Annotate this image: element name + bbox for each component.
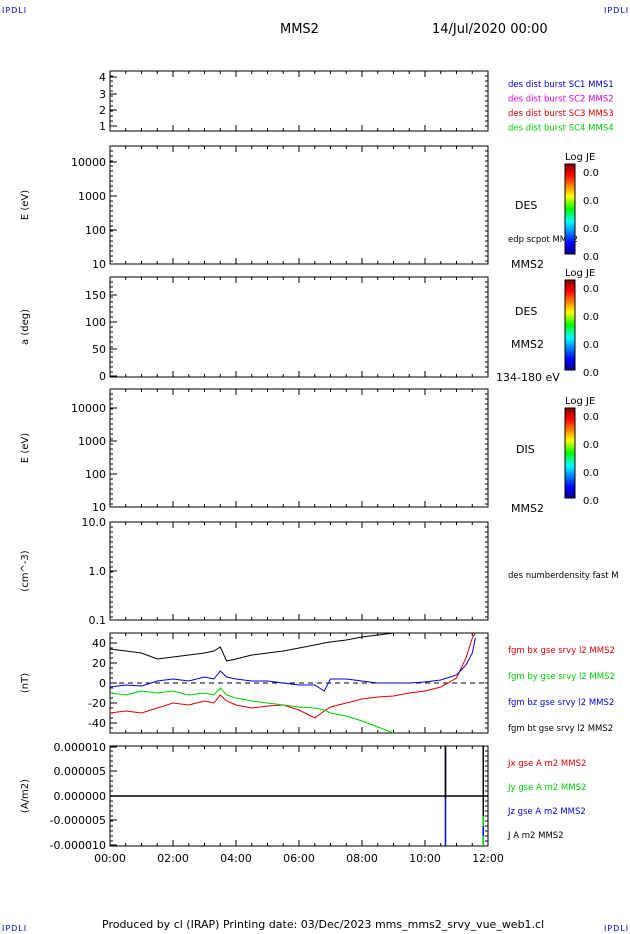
colorbar <box>564 163 576 255</box>
colorbar-title: Log JE <box>565 152 595 163</box>
series-line-fgm-3 <box>109 632 394 662</box>
y-tick-label: 10 <box>92 501 106 514</box>
y-tick-label: 10.0 <box>82 516 107 529</box>
x-tick-label: 06:00 <box>283 852 315 865</box>
y-tick-label: 1.0 <box>89 565 107 578</box>
y-axis-label: (A/m2) <box>20 779 31 813</box>
legend-entry: des dist burst SC3 MMS3 <box>508 109 614 119</box>
x-tick-label: 08:00 <box>346 852 378 865</box>
y-tick-label: 100 <box>85 316 106 329</box>
x-tick-label: 10:00 <box>409 852 441 865</box>
x-tick-label: 12:00 <box>472 852 504 865</box>
legend-entry: fgm bx gse srvy l2 MMS2 <box>508 646 615 656</box>
side-label: edp scpot MMS2 <box>508 235 578 245</box>
y-tick-label: -0.000010 <box>50 839 106 852</box>
y-tick-label: -20 <box>88 697 106 710</box>
y-tick-label: 1 <box>99 120 106 133</box>
y-tick-label: 0.000010 <box>54 741 107 754</box>
colorbar-tick-label: 0.0 <box>583 252 599 263</box>
y-axis-label: (nT) <box>20 673 31 693</box>
y-tick-label: 0.1 <box>89 614 107 627</box>
legend-entry: Jz gse A m2 MMS2 <box>507 807 586 817</box>
colorbar-tick-label: 0.0 <box>583 412 599 423</box>
colorbar <box>564 279 576 371</box>
legend-entry: Jx gse A m2 MMS2 <box>507 759 586 769</box>
y-tick-label: 10000 <box>71 402 106 415</box>
legend-entry: des numberdensity fast M <box>508 571 619 581</box>
side-label: MMS2 <box>511 338 544 351</box>
legend-entry: J A m2 MMS2 <box>507 831 564 841</box>
y-tick-label: 100 <box>85 224 106 237</box>
y-tick-label: -0.000005 <box>50 814 106 827</box>
y-tick-label: -40 <box>88 717 106 730</box>
series-line-fgm-2 <box>109 637 476 692</box>
panel-frame-density <box>109 521 489 621</box>
y-tick-label: 50 <box>92 343 106 356</box>
y-tick-label: 100 <box>85 468 106 481</box>
footer-text: Produced by cl (IRAP) Printing date: 03/… <box>102 918 545 931</box>
colorbar-tick-label: 0.0 <box>583 340 599 351</box>
y-tick-label: 1000 <box>78 435 106 448</box>
y-tick-label: 40 <box>92 637 106 650</box>
legend-entry: fgm bt gse srvy l2 MMS2 <box>508 724 613 734</box>
y-tick-label: 0 <box>99 370 106 383</box>
colorbar-title: Log JE <box>565 268 595 279</box>
y-axis-label: E (eV) <box>20 433 31 463</box>
corner-logo-tl: IPDLI <box>2 6 28 15</box>
colorbar-tick-label: 0.0 <box>583 224 599 235</box>
colorbar-tick-label: 0.0 <box>583 468 599 479</box>
side-label: DES <box>515 199 537 212</box>
y-axis-label: a (deg) <box>20 309 31 345</box>
panel-frame-dis_energy <box>109 388 489 508</box>
corner-logo-br: IPDLI <box>604 924 630 933</box>
colorbar-title: Log JE <box>565 396 595 407</box>
side-label: DIS <box>516 443 535 456</box>
colorbar-tick-label: 0.0 <box>583 312 599 323</box>
y-tick-label: 3 <box>99 88 106 101</box>
y-tick-label: 2 <box>99 104 106 117</box>
colorbar-tick-label: 0.0 <box>583 368 599 379</box>
y-tick-label: 4 <box>99 71 106 84</box>
side-label: 134-180 eV <box>496 371 560 384</box>
colorbar-tick-label: 0.0 <box>583 284 599 295</box>
y-tick-label: 150 <box>85 289 106 302</box>
x-tick-label: 02:00 <box>157 852 189 865</box>
side-label: MMS2 <box>511 502 544 515</box>
colorbar-tick-label: 0.0 <box>583 196 599 207</box>
colorbar-tick-label: 0.0 <box>583 440 599 451</box>
x-tick-label: 00:00 <box>94 852 126 865</box>
y-tick-label: 1000 <box>78 190 106 203</box>
legend-entry: des dist burst SC2 MMS2 <box>508 95 614 105</box>
y-tick-label: 20 <box>92 657 106 670</box>
panel-frame-des_pitch <box>109 276 489 378</box>
datetime-title: 14/Jul/2020 00:00 <box>432 22 548 37</box>
legend-entry: des dist burst SC4 MMS4 <box>508 124 614 134</box>
colorbar-tick-label: 0.0 <box>583 168 599 179</box>
x-tick-label: 04:00 <box>220 852 252 865</box>
spacecraft-title: MMS2 <box>280 22 319 37</box>
colorbar <box>564 407 576 499</box>
legend-entry: Jy gse A m2 MMS2 <box>507 783 586 793</box>
series-line-fgm-1 <box>109 687 394 734</box>
y-tick-label: 10000 <box>71 156 106 169</box>
colorbar-tick-label: 0.0 <box>583 496 599 507</box>
side-label: DES <box>515 305 537 318</box>
corner-logo-bl: IPDLI <box>2 924 28 933</box>
y-tick-label: 10 <box>92 258 106 271</box>
series-line-fgm-0 <box>109 632 476 719</box>
y-tick-label: 0 <box>99 677 106 690</box>
y-tick-label: 0.000005 <box>54 765 107 778</box>
y-tick-label: 0.000000 <box>54 790 107 803</box>
panel-frame-des_energy <box>109 145 489 265</box>
legend-entry: fgm bz gse srvy l2 MMS2 <box>508 698 614 708</box>
corner-logo-tr: IPDLI <box>604 6 630 15</box>
side-label: MMS2 <box>511 258 544 271</box>
y-axis-label: E (eV) <box>20 190 31 220</box>
panel-frame-burst <box>109 70 489 132</box>
legend-entry: des dist burst SC1 MMS1 <box>508 80 614 90</box>
legend-entry: fgm by gse srvy l2 MMS2 <box>508 672 615 682</box>
y-axis-label: (cm^-3) <box>20 550 31 591</box>
